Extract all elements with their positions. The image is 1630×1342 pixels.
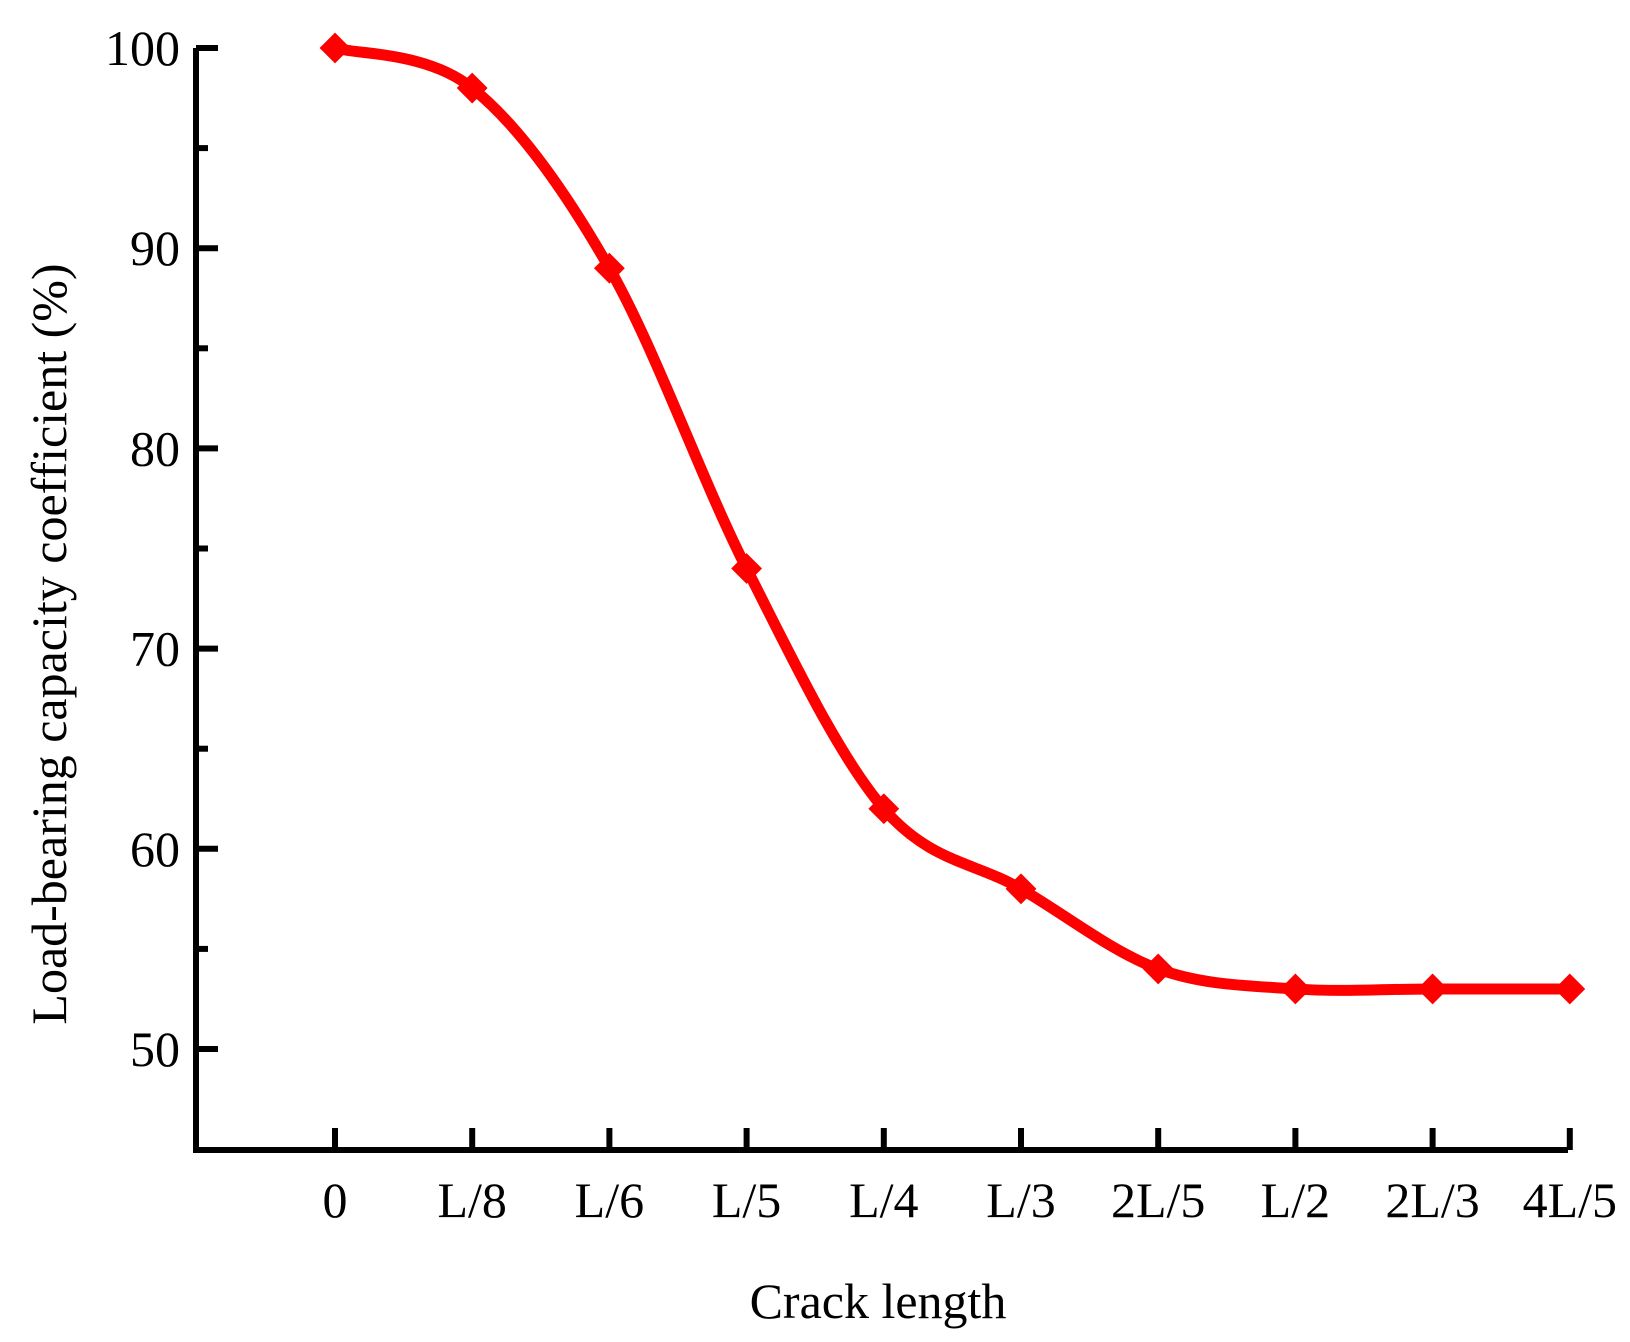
data-point-marker <box>1005 873 1037 905</box>
series-line <box>329 42 1576 996</box>
y-tick-label: 80 <box>130 420 180 476</box>
y-axis-title: Load-bearing capacity coefficient (%) <box>21 263 77 1024</box>
x-tick-label: 2L/5 <box>1111 1172 1205 1228</box>
data-point-marker <box>731 553 763 584</box>
x-tick-label: 2L/3 <box>1385 1172 1479 1228</box>
data-point-marker <box>1279 973 1311 1005</box>
x-tick-label: 4L/5 <box>1523 1172 1617 1228</box>
y-axis-ticks: 50 60 70 80 90 100 <box>105 20 218 1077</box>
axes <box>193 48 1568 1153</box>
y-tick-label: 100 <box>105 20 180 76</box>
data-point-marker <box>456 72 488 104</box>
x-axis-ticks: 0 L/8 L/6 L/5 L/4 L/3 2L/5 L/2 2L/3 4L/5 <box>323 1128 1617 1228</box>
y-tick-label: 60 <box>130 821 180 877</box>
x-tick-label: L/2 <box>1261 1172 1330 1228</box>
x-axis-title: Crack length <box>750 1273 1007 1329</box>
x-tick-label: L/5 <box>712 1172 781 1228</box>
x-tick-label: L/3 <box>986 1172 1055 1228</box>
data-point-marker <box>319 32 351 64</box>
data-point-marker <box>1417 973 1449 1005</box>
y-tick-label: 50 <box>130 1021 180 1077</box>
series-layer <box>319 32 1586 1005</box>
data-point-marker <box>593 252 625 284</box>
data-point-marker <box>1142 953 1174 985</box>
data-point-marker <box>868 793 900 825</box>
x-tick-label: 0 <box>323 1172 348 1228</box>
x-tick-label: L/6 <box>575 1172 644 1228</box>
data-point-marker <box>1554 973 1586 1005</box>
y-tick-label: 70 <box>130 621 180 677</box>
x-tick-label: L/4 <box>849 1172 918 1228</box>
y-tick-label: 90 <box>130 220 180 276</box>
x-tick-label: L/8 <box>437 1172 506 1228</box>
